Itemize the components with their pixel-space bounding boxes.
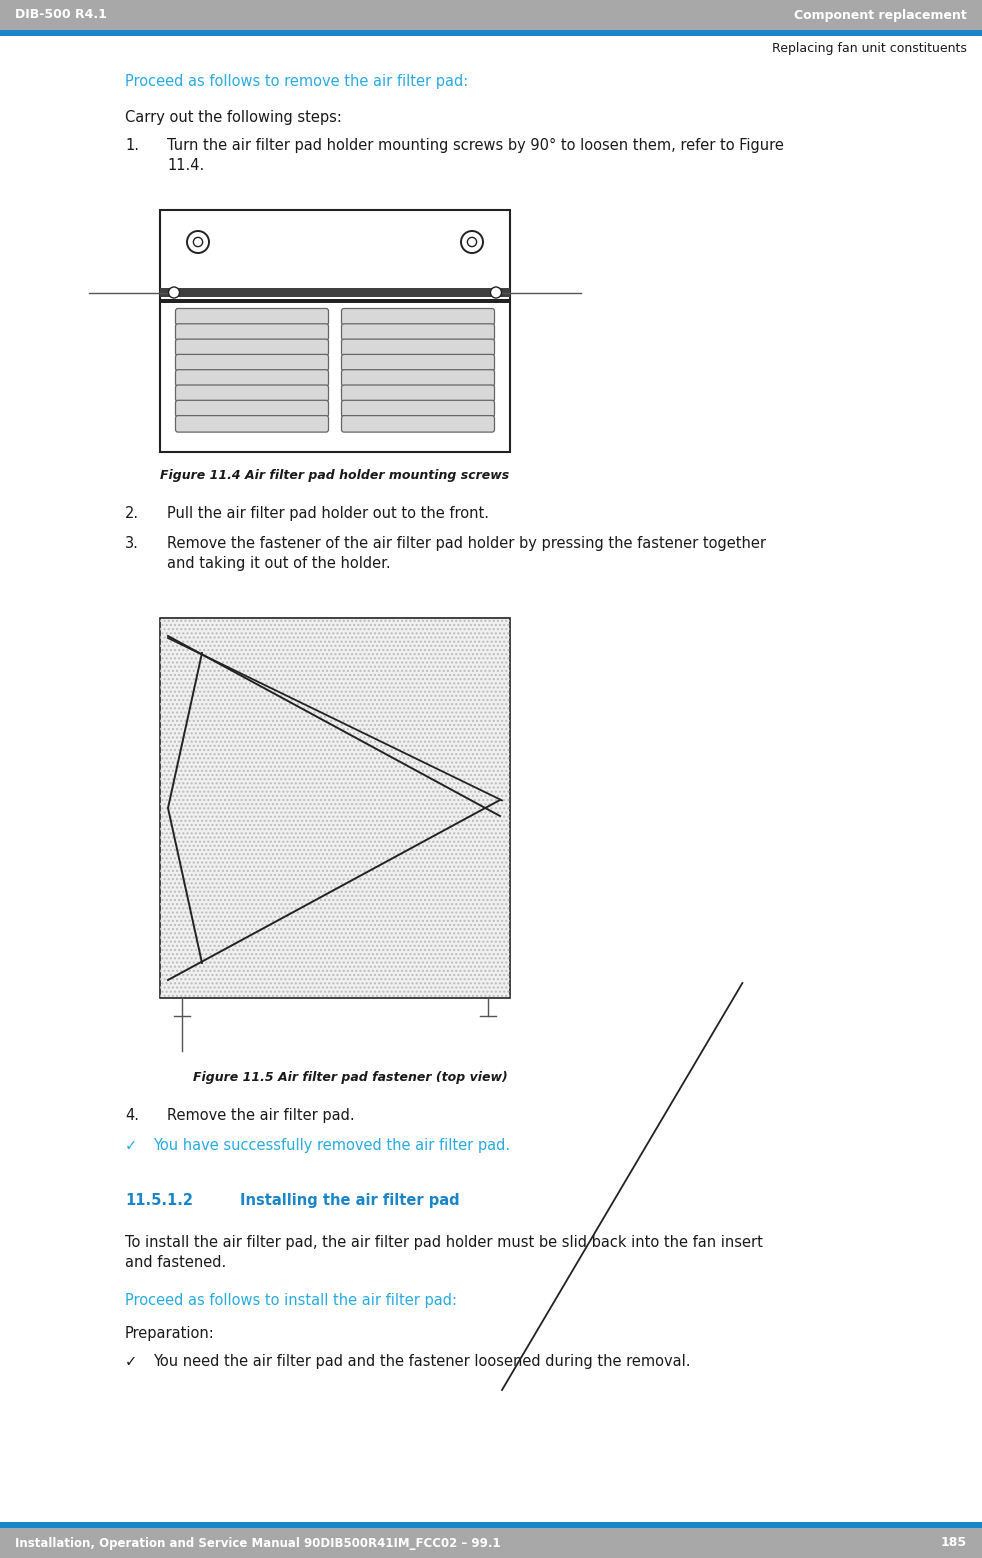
Bar (160, 619, 510, 999)
Text: Figure 11.5 Air filter pad fastener (top view): Figure 11.5 Air filter pad fastener (top… (192, 1070, 508, 1084)
Circle shape (169, 287, 180, 298)
Text: Remove the air filter pad.: Remove the air filter pad. (167, 1108, 355, 1123)
Text: ✓: ✓ (125, 1354, 137, 1369)
FancyBboxPatch shape (176, 340, 329, 355)
Circle shape (193, 237, 202, 246)
Text: DIB-500 R4.1: DIB-500 R4.1 (15, 8, 107, 22)
FancyBboxPatch shape (176, 354, 329, 371)
FancyBboxPatch shape (176, 385, 329, 402)
FancyBboxPatch shape (176, 400, 329, 418)
Text: You need the air filter pad and the fastener loosened during the removal.: You need the air filter pad and the fast… (153, 1354, 690, 1369)
Text: Turn the air filter pad holder mounting screws by 90° to loosen them, refer to F: Turn the air filter pad holder mounting … (167, 139, 784, 173)
Text: Replacing fan unit constituents: Replacing fan unit constituents (772, 42, 967, 55)
FancyBboxPatch shape (342, 324, 495, 340)
Text: 4.: 4. (125, 1108, 139, 1123)
FancyBboxPatch shape (342, 308, 495, 326)
FancyBboxPatch shape (342, 354, 495, 371)
Text: You have successfully removed the air filter pad.: You have successfully removed the air fi… (153, 1137, 510, 1153)
Bar (0, 30, 982, 36)
FancyBboxPatch shape (342, 400, 495, 418)
Text: 3.: 3. (125, 536, 138, 552)
Text: Preparation:: Preparation: (125, 1326, 215, 1341)
Text: 185: 185 (941, 1536, 967, 1550)
Circle shape (490, 287, 502, 298)
Text: 2.: 2. (125, 506, 139, 520)
Text: ✓: ✓ (125, 1137, 137, 1153)
FancyBboxPatch shape (176, 308, 329, 326)
Text: Proceed as follows to install the air filter pad:: Proceed as follows to install the air fi… (125, 1293, 457, 1309)
Text: 1.: 1. (125, 139, 139, 153)
Bar (0, 0, 982, 30)
FancyBboxPatch shape (342, 369, 495, 386)
FancyBboxPatch shape (342, 385, 495, 402)
Bar (0, 1528, 982, 1558)
Text: Pull the air filter pad holder out to the front.: Pull the air filter pad holder out to th… (167, 506, 489, 520)
Text: Installation, Operation and Service Manual 90DIB500R41IM_FCC02 – 99.1: Installation, Operation and Service Manu… (15, 1536, 501, 1550)
FancyBboxPatch shape (176, 324, 329, 340)
Text: To install the air filter pad, the air filter pad holder must be slid back into : To install the air filter pad, the air f… (125, 1235, 763, 1270)
Bar (160, 299, 510, 302)
Text: Installing the air filter pad: Installing the air filter pad (240, 1193, 460, 1207)
Circle shape (467, 237, 476, 246)
Text: Component replacement: Component replacement (794, 8, 967, 22)
Circle shape (461, 231, 483, 252)
FancyBboxPatch shape (176, 416, 329, 432)
Bar (160, 619, 510, 999)
Text: Carry out the following steps:: Carry out the following steps: (125, 111, 342, 125)
FancyBboxPatch shape (176, 369, 329, 386)
Circle shape (187, 231, 209, 252)
FancyBboxPatch shape (342, 416, 495, 432)
Bar (160, 210, 510, 452)
Bar (0, 1522, 982, 1528)
Bar (160, 288, 510, 298)
Text: Remove the fastener of the air filter pad holder by pressing the fastener togeth: Remove the fastener of the air filter pa… (167, 536, 766, 572)
Text: 11.5.1.2: 11.5.1.2 (125, 1193, 193, 1207)
FancyBboxPatch shape (342, 340, 495, 355)
Text: Proceed as follows to remove the air filter pad:: Proceed as follows to remove the air fil… (125, 73, 468, 89)
Text: Figure 11.4 Air filter pad holder mounting screws: Figure 11.4 Air filter pad holder mounti… (160, 469, 510, 481)
